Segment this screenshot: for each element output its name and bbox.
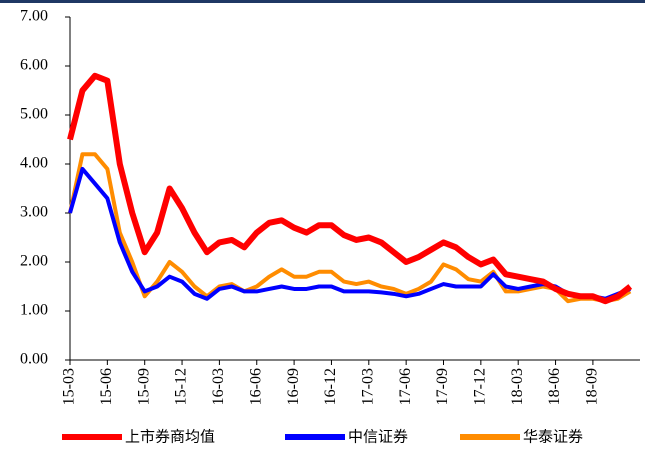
series-line bbox=[68, 152, 632, 304]
x-tick-label: 15-09 bbox=[135, 368, 152, 405]
x-tick-label: 15-12 bbox=[173, 368, 190, 405]
y-tick-label: 7.00 bbox=[20, 8, 48, 25]
x-tick-label: 18-09 bbox=[584, 368, 601, 405]
legend-label: 中信证券 bbox=[348, 428, 408, 446]
y-tick-label: 0.00 bbox=[20, 351, 48, 368]
x-tick-label: 16-03 bbox=[210, 368, 227, 405]
x-tick-label: 16-09 bbox=[285, 368, 302, 405]
x-tick-label: 17-09 bbox=[434, 368, 451, 405]
legend-label: 上市券商均值 bbox=[125, 428, 215, 446]
x-tick-label: 18-03 bbox=[509, 368, 526, 405]
series-line bbox=[68, 166, 631, 301]
x-tick-label: 16-06 bbox=[247, 368, 264, 405]
top-border bbox=[0, 0, 645, 3]
series-line bbox=[67, 72, 633, 305]
x-tick-label: 16-12 bbox=[322, 368, 339, 405]
x-tick-label: 17-06 bbox=[397, 368, 414, 405]
y-tick-label: 3.00 bbox=[20, 204, 48, 221]
y-tick-label: 1.00 bbox=[20, 302, 48, 319]
x-tick-label: 15-03 bbox=[61, 368, 78, 405]
y-tick-label: 4.00 bbox=[20, 155, 48, 172]
x-tick-label: 17-03 bbox=[359, 368, 376, 405]
legend-label: 华泰证券 bbox=[523, 428, 583, 446]
x-tick-label: 17-12 bbox=[472, 368, 489, 405]
y-tick-label: 2.00 bbox=[20, 253, 48, 270]
x-tick-label: 15-06 bbox=[98, 368, 115, 405]
y-tick-label: 6.00 bbox=[20, 57, 48, 74]
y-tick-label: 5.00 bbox=[20, 106, 48, 123]
x-tick-label: 18-06 bbox=[546, 368, 563, 405]
